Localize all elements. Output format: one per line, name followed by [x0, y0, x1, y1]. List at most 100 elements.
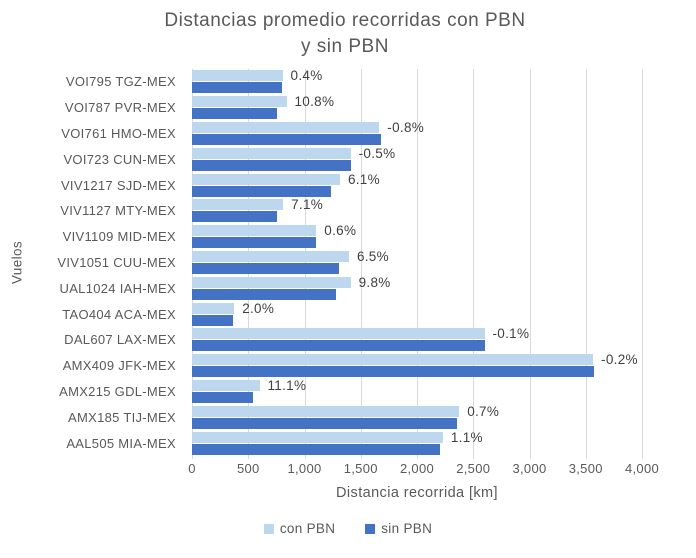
data-label: 6.1%: [347, 171, 380, 187]
bar-con-pbn: [192, 225, 317, 237]
bar-group: -0.1%: [192, 326, 642, 353]
bar-sin-pbn: [192, 262, 340, 274]
bar-group: 6.1%: [192, 172, 642, 198]
x-tick-label: 2,500: [456, 461, 491, 476]
category-label: VIV1217 SJD-MEX: [60, 177, 176, 193]
category-label: AMX409 JFK-MEX: [62, 358, 176, 374]
x-tick-label: 1,500: [343, 461, 378, 476]
data-label: 9.8%: [358, 274, 391, 290]
bar-group: -0.5%: [192, 146, 642, 172]
bar-group: 10.8%: [192, 94, 642, 121]
bar-con-pbn: [192, 121, 380, 133]
legend-item-sin-pbn: sin PBN: [365, 521, 432, 536]
bar-con-pbn: [192, 328, 485, 340]
bar-con-pbn: [192, 354, 594, 366]
legend-swatch-icon: [365, 523, 376, 534]
bar-con-pbn: [192, 302, 235, 314]
x-axis-title: Distancia recorrida [km]: [336, 485, 498, 501]
bar-group: 2.0%: [192, 301, 642, 327]
data-label: -0.5%: [358, 145, 396, 161]
gridline: [473, 69, 475, 459]
category-label: VOI787 PVR-MEX: [64, 100, 176, 116]
x-tick-label: 4,000: [624, 461, 660, 476]
bar-sin-pbn: [192, 340, 485, 352]
gridline: [585, 69, 587, 459]
category-label: VOI761 HMO-MEX: [61, 125, 176, 141]
bar-con-pbn: [192, 199, 284, 211]
category-label: VIV1109 MID-MEX: [62, 229, 176, 245]
x-tick-label: 3,500: [568, 461, 603, 476]
data-label: 7.1%: [291, 197, 324, 213]
data-label: 2.0%: [242, 300, 275, 316]
bar-sin-pbn: [192, 443, 441, 455]
category-label: VIV1051 CUU-MEX: [57, 254, 176, 270]
category-label: DAL607 LAX-MEX: [64, 332, 176, 348]
bar-group: 9.8%: [192, 275, 642, 301]
x-tick-label: 3,000: [512, 461, 547, 476]
bar-group: 0.4%: [192, 68, 642, 95]
data-label: 0.6%: [324, 223, 357, 239]
data-label: 0.4%: [290, 68, 323, 84]
category-label: VOI723 CUN-MEX: [63, 151, 176, 167]
data-label: -0.2%: [601, 352, 638, 368]
chart-title-line1: Distancias promedio recorridas con PBN: [164, 10, 526, 31]
category-label: TAO404 ACA-MEX: [62, 306, 176, 322]
data-label: 10.8%: [294, 94, 335, 110]
category-axis: VOI795 TGZ-MEX VOI787 PVR-MEX VOI761 HMO-M…: [0, 69, 184, 456]
data-label: -0.8%: [387, 119, 425, 135]
data-label: 0.7%: [467, 403, 500, 419]
gridline: [360, 69, 362, 459]
legend: con PBN sin PBN: [0, 521, 696, 536]
bar-sin-pbn: [192, 108, 278, 120]
category-label: AMX215 GDL-MEX: [59, 383, 176, 399]
category-label: VOI795 TGZ-MEX: [65, 74, 176, 90]
bar-sin-pbn: [192, 417, 458, 429]
chart-title-line2: y sin PBN: [301, 36, 389, 57]
data-label: 1.1%: [450, 429, 483, 445]
bar-sin-pbn: [192, 185, 332, 197]
bar-con-pbn: [192, 96, 287, 108]
bar-sin-pbn: [192, 366, 594, 378]
bar-sin-pbn: [192, 288, 337, 300]
bar-con-pbn: [192, 379, 260, 391]
bar-sin-pbn: [192, 237, 316, 249]
bar-con-pbn: [192, 173, 340, 185]
legend-item-con-pbn: con PBN: [263, 521, 336, 536]
category-label: VIV1127 MTY-MEX: [60, 203, 176, 219]
category-label: AMX185 TIJ-MEX: [68, 409, 176, 425]
bar-con-pbn: [192, 147, 351, 159]
data-label: -0.1%: [492, 326, 530, 342]
x-tick-label: 500: [236, 461, 260, 476]
gridline: [529, 69, 531, 459]
bar-con-pbn: [192, 70, 283, 82]
category-label: AAL505 MIA-MEX: [66, 435, 176, 451]
bar-sin-pbn: [192, 133, 381, 145]
data-label: 6.5%: [356, 248, 389, 264]
bar-group: 0.7%: [192, 404, 642, 430]
bar-con-pbn: [192, 431, 443, 443]
gridline: [417, 69, 418, 459]
x-tick-label: 0: [188, 461, 196, 476]
x-axis: 0 500 1,000 1,500 2,000 2,500 3,000 3,500 4,000: [0, 461, 696, 479]
bar-group: 7.1%: [192, 197, 642, 224]
bar-group: 0.6%: [192, 223, 642, 250]
x-tick-label: 2,000: [399, 461, 435, 476]
bar-group: -0.8%: [192, 119, 642, 147]
legend-label: sin PBN: [381, 521, 433, 536]
bar-group: 6.5%: [192, 248, 642, 276]
bar-sin-pbn: [192, 82, 283, 94]
bar-sin-pbn: [192, 314, 234, 326]
bar-sin-pbn: [192, 391, 253, 403]
bar-sin-pbn: [192, 159, 352, 171]
bar-sin-pbn: [192, 211, 278, 223]
plot-area: 0.4% 10.8% -0.8% -0.5% 6.1% 7.1% 0.6% 6.5% 9.8% 2…: [192, 68, 643, 459]
bar-group: -0.2%: [192, 352, 642, 379]
legend-swatch-icon: [263, 523, 274, 534]
x-tick-label: 1,000: [287, 461, 322, 476]
category-label: UAL1024 IAH-MEX: [59, 280, 176, 296]
bar-con-pbn: [192, 276, 351, 288]
chart-title: Distancias promedio recorridas con PBN y…: [30, 8, 660, 60]
bar-con-pbn: [192, 250, 349, 262]
legend-label: con PBN: [279, 521, 336, 536]
